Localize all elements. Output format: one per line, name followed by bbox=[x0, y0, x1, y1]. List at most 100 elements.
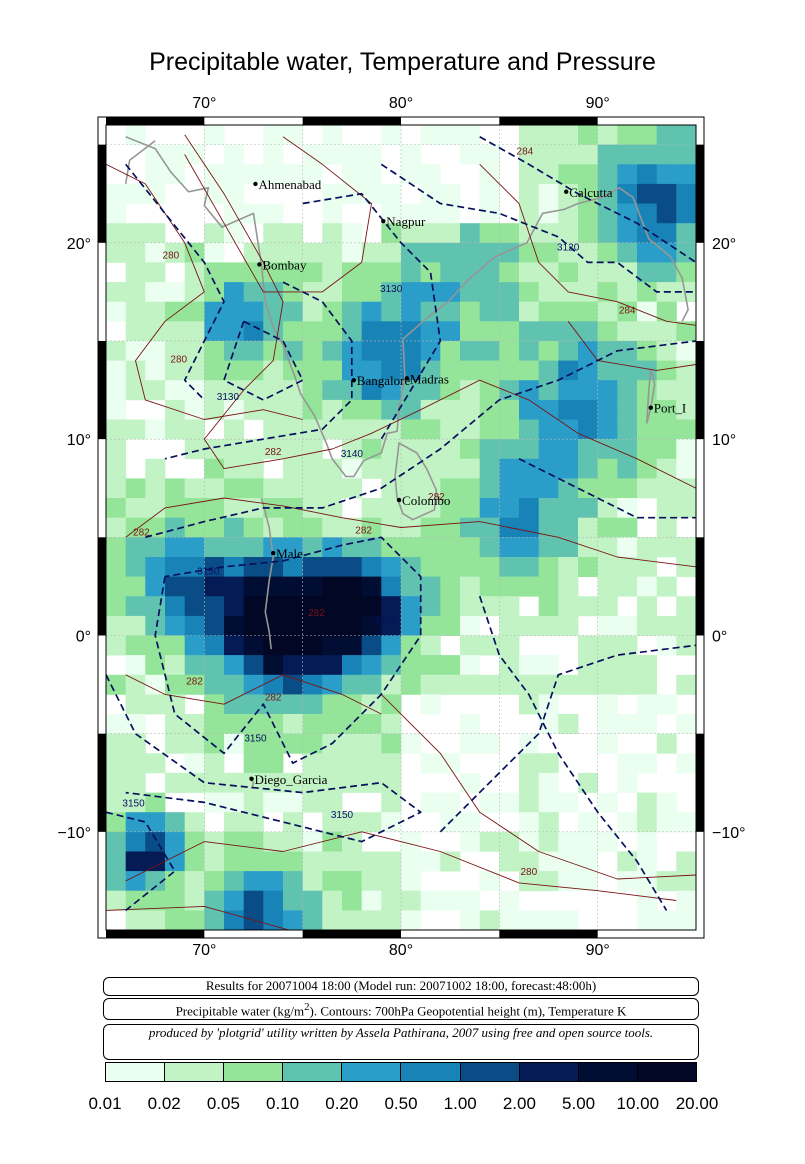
pw-cell bbox=[224, 871, 245, 892]
pw-cell bbox=[184, 360, 205, 381]
pw-cell bbox=[145, 301, 166, 322]
pw-cell bbox=[617, 478, 638, 499]
pw-cell bbox=[381, 615, 402, 636]
pw-cell bbox=[578, 301, 599, 322]
pw-cell bbox=[243, 262, 264, 283]
pw-cell bbox=[244, 930, 264, 950]
pw-cell bbox=[204, 890, 225, 911]
pw-cell bbox=[460, 125, 481, 145]
pw-cell bbox=[342, 439, 363, 460]
pw-cell bbox=[519, 282, 540, 303]
pw-cell bbox=[361, 733, 382, 754]
pw-cell bbox=[106, 615, 127, 636]
pw-cell bbox=[204, 557, 225, 577]
geopotential-contour bbox=[164, 281, 353, 460]
city-label: Bangalore bbox=[357, 373, 411, 388]
pw-cell bbox=[440, 615, 461, 636]
city-marker bbox=[270, 550, 276, 556]
pw-cell bbox=[558, 517, 579, 538]
pw-cell bbox=[204, 439, 225, 460]
pw-cell bbox=[106, 831, 127, 852]
pw-cell bbox=[224, 831, 245, 852]
top-lon-tick: 90° bbox=[586, 95, 610, 112]
pw-cell bbox=[125, 655, 146, 676]
pw-cell bbox=[165, 341, 186, 361]
pw-cell bbox=[224, 655, 245, 676]
pw-cell bbox=[519, 183, 540, 204]
pw-cell bbox=[381, 890, 402, 911]
pw-cell bbox=[283, 458, 304, 479]
pw-cell bbox=[165, 144, 186, 165]
pw-cell bbox=[342, 812, 363, 833]
pw-cell bbox=[106, 380, 127, 401]
geopotential-contour bbox=[380, 163, 696, 293]
frame-segment bbox=[106, 930, 205, 938]
india-coastline bbox=[125, 136, 689, 478]
pw-cell bbox=[125, 223, 146, 244]
pw-cell bbox=[165, 478, 186, 499]
pw-cell bbox=[578, 772, 599, 793]
pw-cell bbox=[656, 380, 677, 401]
pw-cell bbox=[578, 851, 599, 872]
pw-cell bbox=[440, 458, 461, 479]
pw-cell bbox=[106, 714, 127, 734]
pw-cell bbox=[656, 517, 677, 538]
pw-cell bbox=[656, 478, 677, 499]
pw-cell bbox=[145, 144, 166, 165]
pw-cell bbox=[381, 262, 402, 283]
pw-cell bbox=[204, 498, 225, 518]
city-label: Nagpur bbox=[386, 214, 426, 229]
pw-cell bbox=[342, 733, 363, 754]
pw-cell bbox=[184, 812, 205, 833]
legend-text-b: ). Contours: 700hPa Geopotential height … bbox=[309, 1003, 627, 1019]
pw-cell bbox=[499, 792, 520, 813]
pw-cell bbox=[204, 596, 225, 617]
pw-cell bbox=[499, 831, 520, 852]
pw-cell bbox=[184, 772, 205, 793]
pw-cell bbox=[184, 341, 205, 361]
pw-cell bbox=[342, 615, 363, 636]
right-lat-tick: −10° bbox=[712, 825, 746, 842]
left-lat-tick: 10° bbox=[67, 432, 91, 449]
pw-cell bbox=[558, 458, 579, 479]
pw-cell bbox=[302, 615, 323, 636]
height-contour-label: 3150 bbox=[197, 567, 220, 578]
pw-cell bbox=[283, 930, 303, 950]
pw-cell bbox=[479, 360, 500, 381]
pw-cell bbox=[617, 615, 638, 636]
pw-cell bbox=[302, 635, 323, 656]
pw-cell bbox=[519, 772, 540, 793]
pw-cell bbox=[322, 635, 343, 656]
pw-cell bbox=[460, 321, 481, 342]
pw-cell bbox=[460, 576, 481, 597]
pw-cell bbox=[558, 321, 579, 342]
pw-cell bbox=[106, 498, 127, 518]
pw-cell bbox=[361, 635, 382, 656]
pw-cell bbox=[656, 223, 677, 244]
pw-cell bbox=[420, 223, 441, 244]
pw-cell bbox=[342, 871, 363, 892]
pw-cell bbox=[224, 262, 245, 283]
pw-cell bbox=[263, 262, 284, 283]
pw-cell bbox=[322, 458, 343, 479]
pw-cell bbox=[597, 242, 618, 263]
pw-cell bbox=[460, 537, 481, 558]
pw-cell bbox=[106, 341, 127, 361]
pw-cell bbox=[125, 262, 146, 283]
map-frame bbox=[97, 116, 705, 939]
frame-segment bbox=[696, 733, 704, 832]
pw-cell bbox=[125, 282, 146, 303]
pw-cell bbox=[224, 812, 245, 833]
pw-cell bbox=[263, 242, 284, 263]
geopotential-contour bbox=[478, 595, 668, 911]
city-label: Port_I bbox=[654, 401, 687, 416]
pw-cell bbox=[184, 498, 205, 518]
pw-cell bbox=[224, 694, 245, 715]
pw-cell bbox=[322, 223, 343, 244]
pw-cell bbox=[460, 890, 481, 911]
pw-cell bbox=[440, 321, 461, 342]
pw-cell bbox=[243, 321, 264, 342]
pw-cell bbox=[401, 301, 422, 322]
height-contour-label: 3150 bbox=[331, 810, 354, 821]
frame-segment bbox=[98, 144, 106, 243]
